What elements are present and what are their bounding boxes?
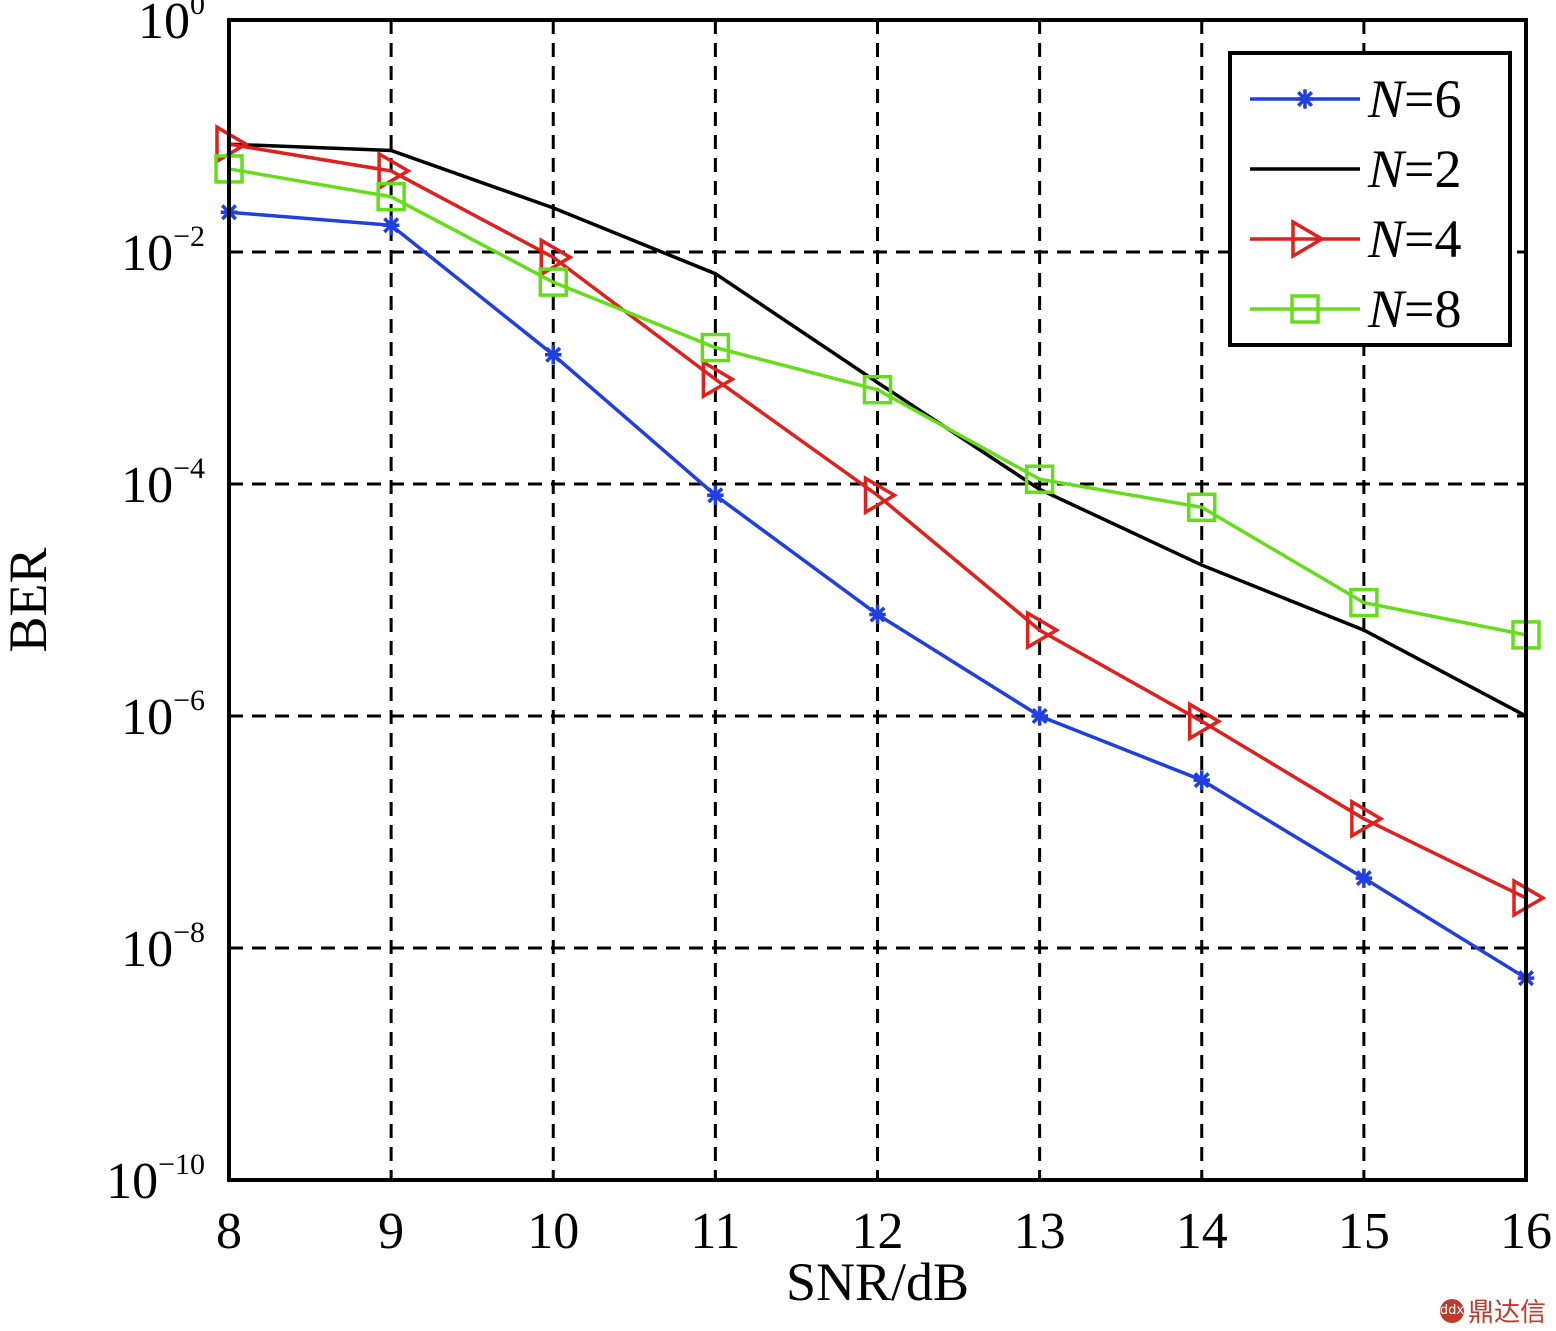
star-marker bbox=[545, 345, 562, 365]
series-line bbox=[228, 167, 1527, 637]
x-tick-label: 13 bbox=[1014, 1203, 1066, 1260]
x-tick-label: 12 bbox=[852, 1203, 904, 1260]
square-marker bbox=[1024, 464, 1055, 494]
x-tick-label: 14 bbox=[1176, 1203, 1228, 1260]
y-axis-label: BER bbox=[0, 547, 58, 652]
watermark-text: 鼎达信 bbox=[1467, 1298, 1546, 1328]
y-tick-label: 10−10 bbox=[106, 1148, 205, 1210]
triangle-marker bbox=[1350, 798, 1385, 839]
triangle-marker bbox=[1188, 701, 1223, 742]
x-tick-label: 11 bbox=[690, 1203, 740, 1260]
plot-frame bbox=[227, 18, 1528, 1182]
x-tick-label: 8 bbox=[216, 1203, 242, 1260]
x-tick-label: 16 bbox=[1500, 1203, 1552, 1260]
series-N4 bbox=[215, 124, 1547, 919]
y-tick-label: 10−6 bbox=[121, 684, 205, 746]
square-marker bbox=[1349, 587, 1379, 618]
triangle-marker bbox=[1291, 218, 1326, 260]
legend: N=6 N=2 N=4 N=8 bbox=[1228, 51, 1512, 347]
series-line bbox=[228, 142, 1527, 900]
triangle-marker bbox=[863, 475, 898, 516]
square-marker bbox=[376, 181, 406, 212]
star-marker bbox=[707, 485, 724, 505]
series-N2 bbox=[228, 142, 1527, 718]
legend-box bbox=[1228, 51, 1512, 347]
x-tick-labels: 8 9 10 11 12 13 14 15 16 bbox=[216, 1203, 1552, 1260]
legend-label: N=2 bbox=[1367, 139, 1462, 199]
triangle-marker bbox=[1025, 610, 1061, 651]
x-tick-label: 10 bbox=[527, 1203, 579, 1260]
triangle-marker bbox=[1512, 877, 1547, 919]
star-marker bbox=[1355, 868, 1373, 888]
y-tick-label: 10−2 bbox=[121, 220, 205, 282]
ddx-logo-icon: ddx bbox=[1440, 1298, 1464, 1323]
square-marker bbox=[862, 374, 893, 405]
x-tick-label: 9 bbox=[378, 1203, 404, 1260]
square-marker bbox=[1187, 492, 1217, 523]
x-tick-label: 15 bbox=[1338, 1203, 1390, 1260]
legend-item: N=6 bbox=[1250, 69, 1462, 129]
triangle-marker bbox=[701, 359, 736, 400]
series-line bbox=[228, 142, 1527, 718]
y-tick-labels: 100 10−2 10−4 10−6 10−8 10−10 bbox=[106, 0, 205, 1210]
star-marker bbox=[869, 604, 886, 625]
triangle-marker bbox=[539, 237, 574, 278]
legend-label: N=6 bbox=[1367, 69, 1462, 129]
legend-item: N=2 bbox=[1250, 139, 1462, 199]
y-tick-label: 10−4 bbox=[121, 452, 205, 514]
watermark: ddx 鼎达信 bbox=[1440, 1292, 1546, 1329]
triangle-marker bbox=[215, 124, 250, 165]
legend-item: N=8 bbox=[1250, 279, 1462, 339]
legend-item: N=4 bbox=[1250, 209, 1462, 269]
star-marker bbox=[1296, 89, 1314, 109]
star-marker bbox=[1031, 706, 1048, 726]
legend-label: N=8 bbox=[1367, 279, 1462, 339]
star-marker bbox=[1193, 770, 1210, 790]
legend-label: N=4 bbox=[1367, 209, 1462, 269]
square-marker bbox=[700, 332, 731, 363]
square-marker bbox=[538, 267, 568, 297]
triangle-marker bbox=[377, 150, 412, 191]
square-marker bbox=[1290, 294, 1320, 324]
y-tick-label: 10−8 bbox=[121, 916, 205, 978]
x-axis-label: SNR/dB bbox=[786, 1252, 969, 1312]
y-tick-label: 100 bbox=[138, 0, 205, 50]
star-marker bbox=[382, 215, 400, 236]
